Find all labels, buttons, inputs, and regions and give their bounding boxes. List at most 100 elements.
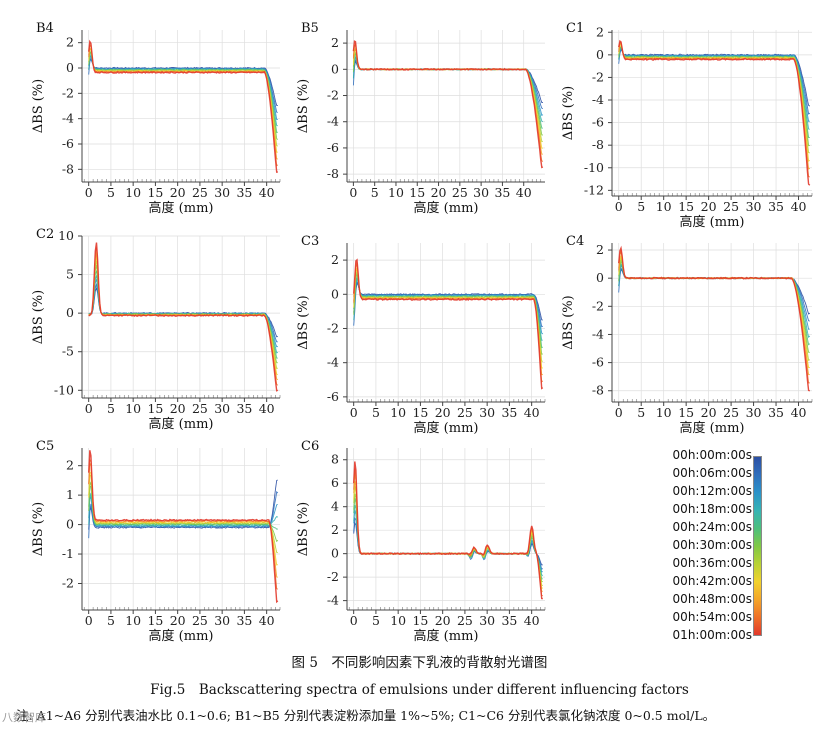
y-tick-label: -6	[592, 115, 604, 130]
legend-label: 00h:18m:00s	[672, 502, 752, 516]
y-tick-label: -8	[592, 137, 604, 152]
series-line	[88, 450, 279, 604]
legend-label: 00h:30m:00s	[672, 538, 752, 552]
legend-label: 01h:00m:00s	[672, 628, 752, 642]
x-tick-label: 30	[214, 401, 230, 416]
series-line	[88, 56, 278, 113]
y-tick-label: 0	[66, 517, 74, 532]
series-line	[88, 49, 278, 147]
x-tick-label: 15	[412, 613, 428, 628]
y-axis-label: ΔBS (%)	[561, 86, 576, 140]
series-line	[352, 44, 543, 155]
x-tick-label: 5	[107, 401, 115, 416]
y-tick-label: 0	[66, 305, 74, 320]
series-group	[618, 39, 811, 186]
y-tick-label: 2	[596, 242, 604, 257]
series-line	[618, 39, 811, 186]
y-tick-label: 0	[66, 60, 74, 75]
x-tick-label: 25	[452, 185, 468, 200]
series-line	[618, 267, 811, 315]
y-tick-label: 0	[331, 286, 339, 301]
panel-label: C1	[566, 21, 584, 36]
series-line	[88, 49, 279, 140]
x-tick-label: 30	[473, 185, 489, 200]
x-tick-label: 25	[192, 401, 208, 416]
x-tick-label: 30	[479, 613, 495, 628]
series-group	[353, 258, 544, 390]
x-tick-label: 15	[147, 613, 163, 628]
series-line	[88, 490, 279, 539]
series-line	[618, 259, 810, 353]
series-line	[352, 56, 544, 117]
x-tick-label: 10	[388, 185, 404, 200]
series-line	[88, 44, 279, 167]
series-line	[88, 242, 279, 392]
y-tick-label: 2	[66, 458, 74, 473]
y-tick-label: -4	[327, 355, 339, 370]
series-line	[353, 468, 543, 597]
legend-label: 00h:48m:00s	[672, 592, 752, 606]
y-tick-label: 2	[596, 24, 604, 39]
x-tick-label: 0	[85, 401, 93, 416]
x-tick-label: 10	[125, 613, 141, 628]
panel-label: B4	[36, 21, 54, 36]
x-tick-label: 15	[409, 185, 425, 200]
y-tick-label: -4	[327, 114, 339, 129]
y-tick-label: -4	[592, 326, 604, 341]
y-tick-label: 0	[331, 61, 339, 76]
series-line	[88, 286, 278, 338]
series-line	[353, 461, 543, 600]
x-tick-label: 30	[214, 613, 230, 628]
y-tick-label: 1	[66, 487, 74, 502]
x-tick-label: 30	[746, 199, 762, 214]
series-line	[618, 259, 811, 346]
series-line	[88, 492, 279, 527]
caption-chinese: 图 5 不同影响因素下乳液的背散射光谱图	[291, 655, 548, 671]
series-line	[88, 55, 278, 120]
x-axis-label: 高度 (mm)	[149, 416, 214, 432]
y-tick-label: -1	[62, 546, 74, 561]
x-tick-label: 0	[85, 185, 93, 200]
series-group	[88, 242, 279, 392]
series-line	[353, 258, 544, 390]
y-tick-label: -8	[327, 166, 339, 181]
x-tick-label: 20	[701, 405, 717, 420]
legend-label: 00h:06m:00s	[672, 466, 752, 480]
x-tick-label: 10	[656, 405, 672, 420]
x-tick-label: 5	[107, 613, 115, 628]
x-tick-label: 5	[371, 185, 379, 200]
series-line	[353, 280, 543, 328]
time-legend: 00h:00m:00s 00h:06m:00s 00h:12m:00s 00h:…	[668, 448, 778, 642]
x-tick-label: 5	[637, 405, 645, 420]
series-line	[88, 44, 278, 160]
x-tick-label: 40	[524, 613, 540, 628]
x-tick-label: 20	[701, 199, 717, 214]
series-line	[618, 256, 811, 361]
y-axis-label: ΔBS (%)	[561, 295, 576, 349]
x-tick-label: 0	[615, 199, 623, 214]
y-axis-label: ΔBS (%)	[296, 502, 311, 556]
series-line	[618, 48, 811, 107]
y-tick-label: -4	[327, 593, 339, 608]
y-tick-label: -8	[592, 383, 604, 398]
series-line	[618, 263, 811, 338]
x-tick-label: 40	[259, 613, 275, 628]
x-tick-label: 0	[350, 613, 358, 628]
x-tick-label: 20	[431, 185, 447, 200]
series-line	[88, 471, 278, 566]
series-line	[88, 479, 278, 530]
x-tick-label: 10	[390, 405, 406, 420]
panel-label: C6	[301, 439, 319, 454]
series-line	[353, 264, 543, 376]
x-axis-label: 高度 (mm)	[149, 200, 214, 216]
x-tick-label: 35	[501, 405, 517, 420]
x-tick-label: 15	[678, 405, 694, 420]
series-line	[353, 277, 543, 341]
y-tick-label: -12	[584, 182, 604, 197]
x-tick-label: 20	[435, 405, 451, 420]
y-tick-label: 0	[331, 546, 339, 561]
legend-label: 00h:36m:00s	[672, 556, 752, 570]
x-tick-label: 25	[723, 405, 739, 420]
